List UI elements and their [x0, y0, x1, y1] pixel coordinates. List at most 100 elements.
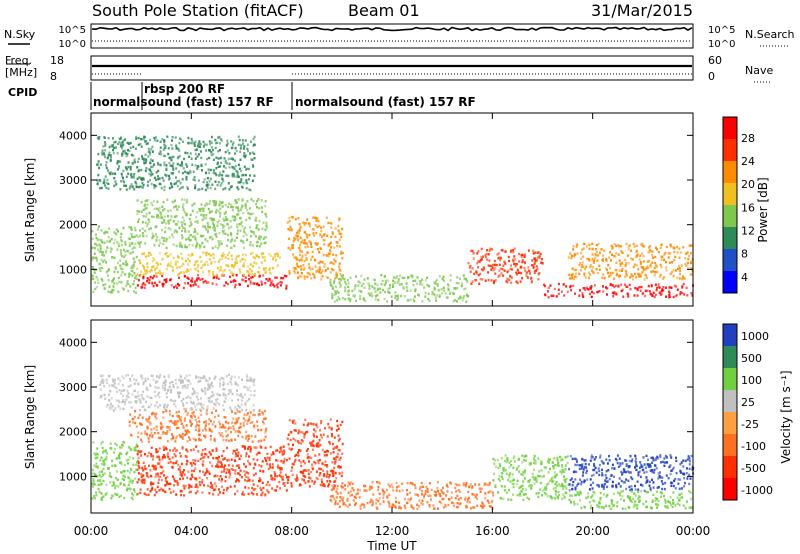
- echo-cell: [135, 443, 138, 447]
- echo-cell: [300, 241, 303, 244]
- echo-cell: [254, 219, 257, 222]
- echo-cell: [594, 256, 597, 260]
- echo-cell: [218, 219, 221, 222]
- echo-cell: [595, 268, 598, 271]
- echo-cell: [396, 298, 399, 302]
- echo-cell: [118, 389, 121, 392]
- echo-cell: [98, 225, 100, 228]
- echo-cell: [213, 439, 216, 442]
- echo-cell: [198, 470, 201, 473]
- echo-cell: [216, 266, 219, 270]
- echo-cell: [200, 213, 203, 217]
- echo-cell: [589, 264, 592, 267]
- echo-cell: [227, 392, 230, 396]
- echo-cell: [248, 272, 251, 276]
- echo-cell: [167, 374, 170, 377]
- echo-cell: [203, 245, 206, 249]
- echo-cell: [112, 148, 115, 152]
- echo-cell: [466, 498, 469, 501]
- colorbar-tick-label: 12: [741, 224, 755, 237]
- echo-cell: [644, 289, 647, 292]
- echo-cell: [391, 283, 394, 286]
- echo-cell: [427, 292, 430, 295]
- echo-cell: [238, 466, 241, 469]
- echo-cell: [327, 221, 330, 225]
- echo-cell: [307, 480, 310, 483]
- echo-cell: [170, 172, 173, 175]
- echo-cell: [354, 284, 357, 287]
- echo-cell: [98, 166, 100, 169]
- echo-cell: [153, 431, 156, 435]
- echo-cell: [189, 233, 192, 237]
- echo-cell: [217, 157, 220, 160]
- echo-cell: [340, 274, 343, 278]
- echo-cell: [132, 174, 135, 178]
- echo-cell: [197, 416, 200, 419]
- echo-cell: [172, 461, 174, 465]
- echo-cell: [352, 499, 355, 502]
- echo-cell: [236, 173, 239, 176]
- echo-cell: [312, 216, 315, 219]
- echo-cell: [236, 229, 239, 232]
- echo-cell: [157, 436, 160, 439]
- echo-cell: [346, 279, 349, 282]
- echo-cell: [341, 227, 344, 231]
- echo-cell: [363, 484, 366, 488]
- echo-cell: [131, 374, 134, 377]
- echo-cell: [270, 453, 273, 456]
- echo-cell: [108, 145, 111, 149]
- echo-cell: [132, 457, 135, 460]
- echo-cell: [178, 272, 181, 275]
- echo-cell: [119, 482, 122, 486]
- echo-cell: [142, 137, 145, 141]
- echo-cell: [160, 221, 163, 224]
- echo-cell: [238, 167, 241, 170]
- echo-cell: [171, 139, 173, 142]
- echo-cell: [143, 266, 145, 269]
- echo-cell: [163, 146, 166, 150]
- echo-cell: [120, 136, 122, 139]
- echo-cell: [164, 145, 167, 148]
- echo-cell: [665, 260, 667, 264]
- echo-cell: [418, 488, 421, 491]
- echo-cell: [139, 491, 142, 495]
- echo-cell: [609, 267, 611, 270]
- echo-cell: [344, 484, 346, 487]
- echo-cell: [661, 255, 664, 258]
- echo-cell: [359, 294, 362, 298]
- echo-cell: [147, 147, 150, 151]
- echo-region: [543, 282, 694, 299]
- echo-cell: [229, 232, 232, 235]
- echo-cell: [347, 481, 350, 484]
- echo-cell: [424, 492, 427, 495]
- echo-cell: [371, 500, 374, 503]
- echo-cell: [107, 236, 110, 239]
- echo-cell: [596, 259, 599, 262]
- echo-cell: [218, 211, 221, 214]
- echo-cell: [579, 289, 581, 292]
- echo-cell: [294, 439, 297, 442]
- echo-cell: [403, 504, 406, 507]
- echo-cell: [165, 222, 167, 225]
- echo-cell: [335, 285, 337, 288]
- echo-cell: [206, 157, 209, 161]
- echo-cell: [535, 259, 538, 262]
- echo-cell: [503, 250, 506, 253]
- echo-cell: [255, 226, 258, 229]
- echo-cell: [393, 281, 396, 284]
- echo-cell: [155, 178, 158, 182]
- echo-cell: [260, 280, 263, 283]
- echo-cell: [318, 453, 321, 456]
- echo-cell: [255, 219, 258, 222]
- echo-cell: [390, 505, 393, 508]
- echo-cell: [161, 216, 164, 219]
- echo-cell: [228, 470, 231, 474]
- echo-cell: [133, 446, 136, 450]
- echo-cell: [293, 256, 296, 259]
- echo-cell: [532, 264, 535, 267]
- echo-cell: [191, 277, 194, 280]
- echo-cell: [332, 253, 335, 256]
- echo-cell: [493, 263, 496, 266]
- echo-cell: [252, 413, 255, 417]
- echo-cell: [280, 459, 283, 463]
